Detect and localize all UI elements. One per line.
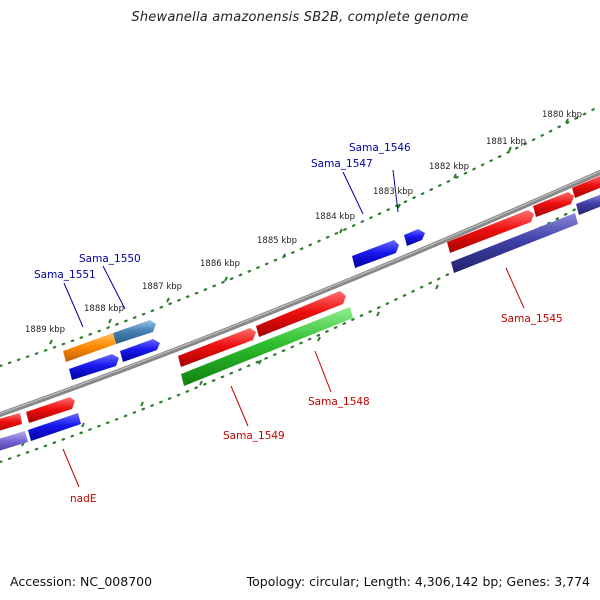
gene-label-sama-1546: Sama_1546 [349,142,411,154]
gene-arrow-sama-1551 [63,333,116,362]
gene-label-sama-1545: Sama_1545 [501,313,563,325]
gene-arrow-sama-1546 [404,229,425,246]
lower-strand-genes [0,194,600,451]
gene-arrow-green [181,307,353,386]
gene-label-sama-1548: Sama_1548 [308,396,370,408]
gene-label-nade: nadE [70,493,96,505]
kbp-label: 1887 kbp [142,282,182,292]
gene-arrow [0,431,28,451]
gene-arrow [576,194,600,215]
gene-arrow [533,192,574,217]
kbp-label: 1889 kbp [25,325,65,335]
kbp-label: 1881 kbp [486,137,526,147]
gene-arrow-sama-1547 [352,240,399,268]
kbp-label: 1882 kbp [429,162,469,172]
gene-arrow [69,354,119,380]
forward-strand-genes [0,175,600,431]
gene-label-sama-1551: Sama_1551 [34,269,96,281]
accession-text: Accession: NC_008700 [10,574,153,589]
gene-label-sama-1549: Sama_1549 [223,430,285,442]
kbp-label: 1888 kbp [84,304,124,314]
kbp-label: 1880 kbp [542,110,582,120]
genome-backbone [0,169,600,418]
gene-arrow-sama-1550 [113,320,156,344]
gene-label-sama-1550: Sama_1550 [79,253,141,265]
kbp-label: 1885 kbp [257,236,297,246]
genome-info-text: Topology: circular; Length: 4,306,142 bp… [246,574,590,589]
gene-label-sama-1547: Sama_1547 [311,158,373,170]
gene-arrow-sama-1549 [178,328,256,367]
kbp-label: 1884 kbp [315,212,355,222]
gene-arrow [26,397,75,423]
kbp-labels: 1880 kbp 1881 kbp 1882 kbp 1883 kbp 1884… [25,110,582,335]
kbp-label: 1883 kbp [373,187,413,197]
gene-arrow [572,175,600,198]
gene-arrow-sama-1548 [256,291,346,337]
gene-labels: Sama_1546 Sama_1547 Sama_1550 Sama_1551 … [34,142,563,505]
label-leaders [62,169,525,488]
gene-arrow [120,339,160,362]
gene-arrow [447,210,534,253]
gene-arrow [28,413,81,441]
reverse-strand-genes [63,229,425,380]
kbp-label: 1886 kbp [200,259,240,269]
gene-arrow-sama-1545 [451,213,578,273]
gene-arrow [0,413,22,431]
major-ticks-upper [49,118,569,345]
map-title: Shewanella amazonensis SB2B, complete ge… [131,10,469,25]
